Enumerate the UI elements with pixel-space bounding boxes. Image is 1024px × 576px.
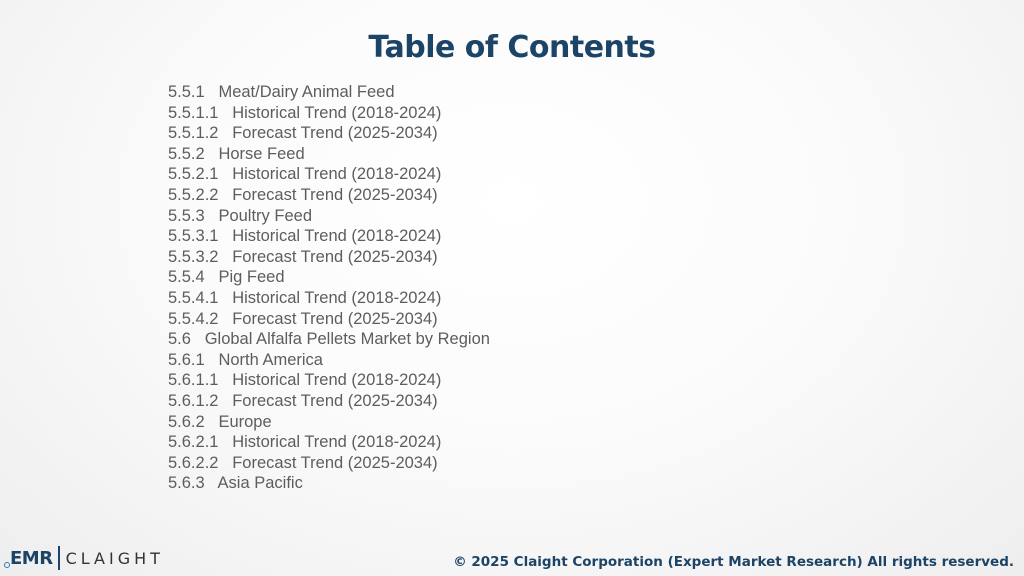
toc-item: 5.6.1.1 Historical Trend (2018-2024) bbox=[168, 371, 442, 390]
toc-item: 5.6.1.2 Forecast Trend (2025-2034) bbox=[168, 391, 438, 410]
toc-item: 5.5.2.2 Forecast Trend (2025-2034) bbox=[168, 185, 438, 204]
toc-item: 5.5.4.2 Forecast Trend (2025-2034) bbox=[168, 309, 438, 328]
toc-item: 5.5.4 Pig Feed bbox=[168, 268, 285, 287]
toc-item: 5.5.2.1 Historical Trend (2018-2024) bbox=[168, 165, 442, 184]
toc-item: 5.5.3.1 Historical Trend (2018-2024) bbox=[168, 227, 442, 246]
page-title: Table of Contents bbox=[368, 30, 656, 65]
toc-item: 5.5.1.1 Historical Trend (2018-2024) bbox=[168, 103, 442, 122]
toc-list: 5.5.1 Meat/Dairy Animal Feed 5.5.1.1 Hist… bbox=[168, 82, 490, 494]
toc-item: 5.6.1 North America bbox=[168, 350, 323, 369]
toc-item: 5.5.1.2 Forecast Trend (2025-2034) bbox=[168, 124, 438, 143]
toc-item: 5.6.2 Europe bbox=[168, 412, 272, 431]
logo-mark-text: EMR bbox=[10, 547, 53, 569]
logo-mark: EMR bbox=[4, 548, 53, 569]
toc-item: 5.6.2.1 Historical Trend (2018-2024) bbox=[168, 433, 442, 452]
logo-name: CLAIGHT bbox=[65, 548, 164, 568]
toc-item: 5.5.3.2 Forecast Trend (2025-2034) bbox=[168, 247, 438, 266]
toc-item: 5.5.2 Horse Feed bbox=[168, 144, 305, 163]
logo-dot-icon bbox=[4, 561, 10, 568]
toc-item: 5.6.3 Asia Pacific bbox=[168, 474, 303, 493]
toc-item: 5.6.2.2 Forecast Trend (2025-2034) bbox=[168, 453, 438, 472]
copyright-footer: © 2025 Claight Corporation (Expert Marke… bbox=[453, 554, 1014, 570]
toc-item: 5.5.4.1 Historical Trend (2018-2024) bbox=[168, 288, 442, 307]
company-logo: EMR CLAIGHT bbox=[4, 544, 164, 572]
logo-divider bbox=[57, 546, 60, 570]
toc-item: 5.6 Global Alfalfa Pellets Market by Reg… bbox=[168, 330, 490, 349]
toc-item: 5.5.1 Meat/Dairy Animal Feed bbox=[168, 83, 395, 101]
toc-item: 5.5.3 Poultry Feed bbox=[168, 206, 312, 225]
